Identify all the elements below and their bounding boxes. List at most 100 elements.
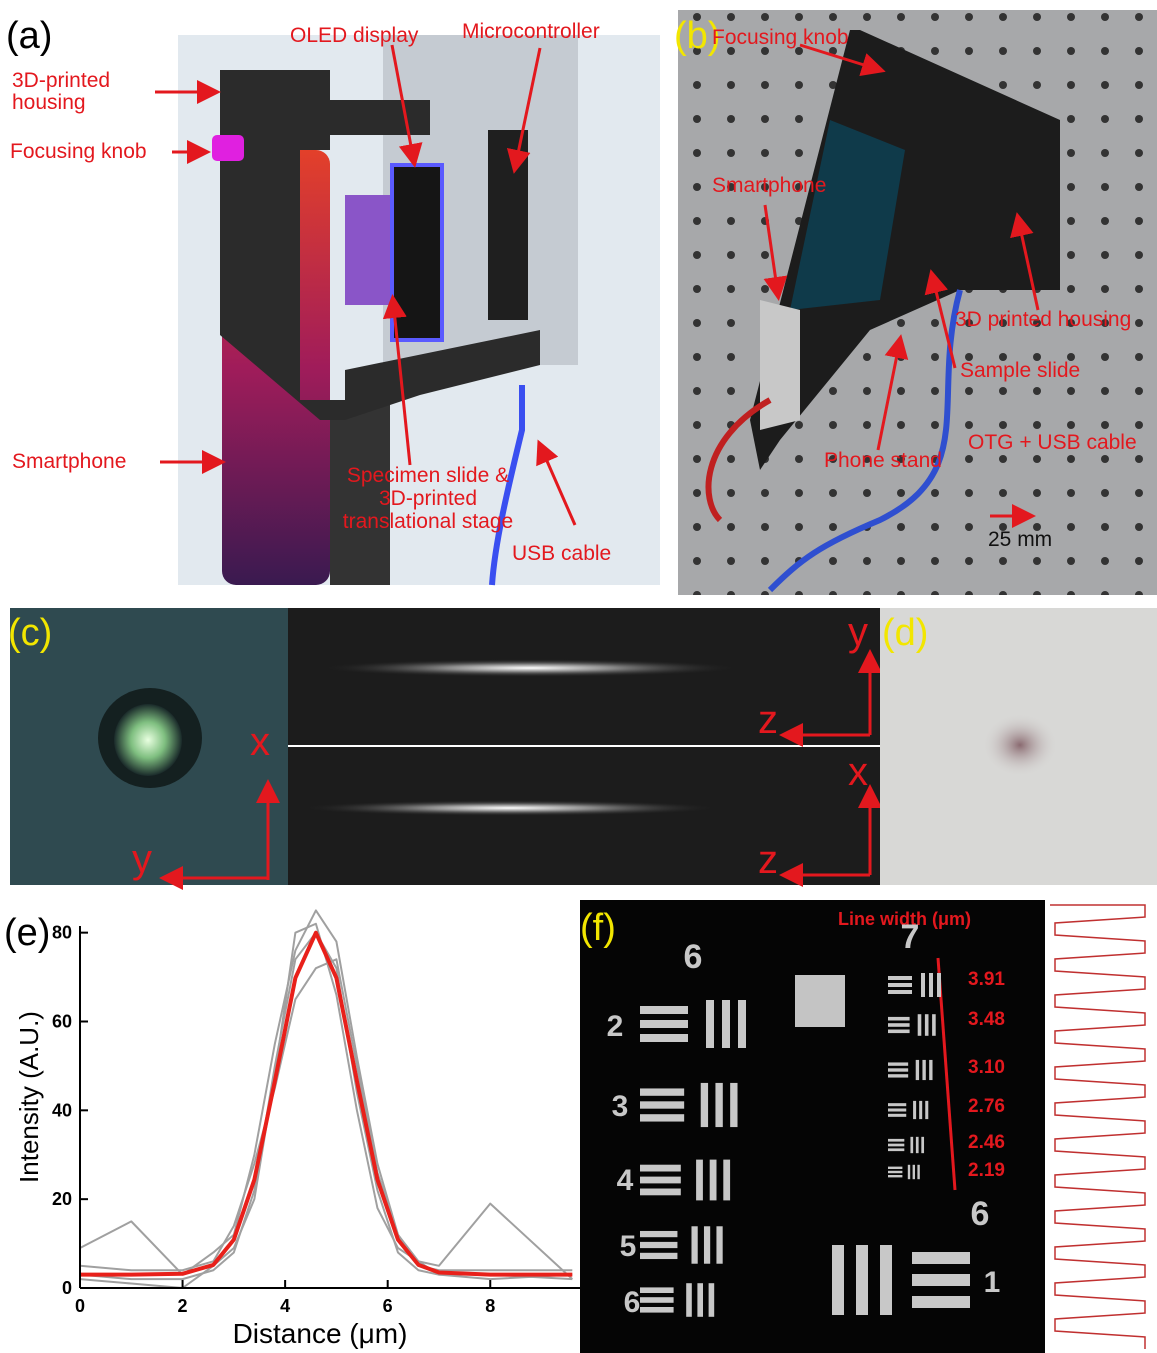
x-tick-label: 4 [280,1296,290,1316]
target-bar [640,1114,684,1121]
panel-label: (a) [6,15,52,57]
target-bar [921,1137,924,1153]
target-bar [929,973,933,997]
target-bar [913,1165,915,1179]
figure: (a) 3D-printed housing Focusing knob OLE… [0,0,1157,1353]
knob-render [212,135,244,161]
target-bar [709,1283,715,1317]
target-bar [722,1000,730,1048]
callout: Smartphone [712,174,826,197]
target-bar [888,990,912,994]
target-bar [888,1103,906,1106]
axis-label: x [250,720,270,764]
target-bar [640,1165,681,1172]
oled-render [392,165,442,340]
axis-label: z [758,838,778,882]
line-width-label: 3.10 [968,1057,1005,1078]
target-bar [888,1175,902,1177]
y-tick-label: 80 [52,923,72,943]
target-bar [908,1165,910,1179]
callout: USB cable [512,542,611,565]
element-number: 6 [624,1286,641,1319]
target-bar [640,1287,674,1293]
target-bar [701,1083,708,1127]
callout: Specimen slide & [347,464,509,487]
axis-label: z [758,698,778,742]
group-number: 6 [684,938,703,976]
target-bar [640,1020,688,1028]
callout: 3D-printed [12,69,110,92]
target-bar [888,1068,908,1071]
data-line [80,933,572,1279]
scale-label: 25 mm [988,528,1052,551]
target-bar [888,1030,910,1034]
target-bar [723,1160,730,1201]
target-bar [916,1060,919,1080]
target-bar [910,1137,913,1153]
bead [114,704,182,776]
y-tick-label: 40 [52,1100,72,1120]
target-bar [913,1101,916,1119]
profile-panel [1045,900,1157,1353]
panel-a: (a) 3D-printed housing Focusing knob OLE… [6,15,660,585]
target-bar [730,1083,737,1127]
target-bar [880,1245,892,1315]
target-bar [888,1023,910,1027]
microcontroller [488,130,528,320]
x-tick-label: 2 [178,1296,188,1316]
target-bar [925,1014,929,1036]
target-bar [640,1297,674,1303]
target-bar [888,1017,910,1021]
target-bar [706,1000,714,1048]
y-tick-label: 20 [52,1189,72,1209]
panel-label: (c) [8,612,52,654]
target-bar [888,976,912,980]
panel-c: x y y z x z (c) [8,608,880,885]
element-number: 4 [617,1164,634,1197]
axis-label: x [848,750,868,794]
axis-label: y [848,610,868,654]
y-tick-label: 0 [62,1278,72,1298]
target-bar [929,1060,932,1080]
line-width-label: 3.48 [968,1009,1005,1030]
element-number: 1 [984,1266,1001,1299]
data-line [80,959,572,1270]
callout: OLED display [290,24,419,47]
target-bar [697,1283,703,1317]
callout: 3D-printed [379,487,477,510]
callout: Smartphone [12,450,126,473]
line-width-label: 3.91 [968,969,1005,990]
target-bar [832,1245,844,1315]
target-bar [888,983,912,987]
element-number: 5 [620,1230,637,1263]
target-bar [888,1144,904,1147]
x-tick-label: 8 [485,1296,495,1316]
x-tick-label: 0 [75,1296,85,1316]
target-bar [888,1167,902,1169]
target-bar [640,1231,677,1237]
target-bar [640,1242,677,1248]
target-bar [704,1226,710,1263]
target-bar [710,1160,717,1201]
line-width-label: 2.19 [968,1160,1005,1181]
line-width-label: 2.46 [968,1132,1005,1153]
y-tick-label: 60 [52,1011,72,1031]
target-bar [925,1101,928,1119]
panel-b: (b) Focusing knob Smartphone 3D printed … [674,10,1157,595]
target-bar [640,1088,684,1095]
target-bar [640,1177,681,1184]
bead [982,713,1058,777]
line-width-label: 2.76 [968,1096,1005,1117]
callout: 3D printed housing [955,308,1131,331]
target-bar [937,973,941,997]
target-bar [640,1189,681,1196]
target-bar [921,973,925,997]
target-bar [640,1101,684,1108]
data-line [80,933,572,1275]
callout: translational stage [343,510,513,533]
panel-label: (f) [580,907,616,949]
target-bar [888,1108,906,1111]
data-line [80,924,572,1288]
panel-label: (d) [882,612,928,654]
